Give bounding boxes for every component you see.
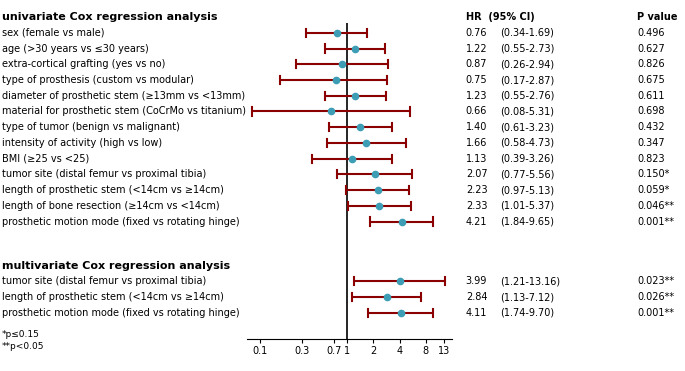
- Text: (0.55-2.73): (0.55-2.73): [500, 43, 554, 53]
- Text: 0.87: 0.87: [466, 59, 487, 69]
- Text: tumor site (distal femur vs proximal tibia): tumor site (distal femur vs proximal tib…: [2, 276, 206, 286]
- Text: 1.13: 1.13: [466, 154, 487, 164]
- Text: 0.023**: 0.023**: [637, 276, 674, 286]
- Text: (0.61-3.23): (0.61-3.23): [500, 122, 554, 132]
- Text: *p≤0.15: *p≤0.15: [2, 330, 40, 339]
- Text: (1.74-9.70): (1.74-9.70): [500, 308, 554, 318]
- Text: 0.059*: 0.059*: [637, 185, 669, 195]
- Text: 4.11: 4.11: [466, 308, 487, 318]
- Text: BMI (≥25 vs <25): BMI (≥25 vs <25): [2, 154, 89, 164]
- Text: length of prosthetic stem (<14cm vs ≥14cm): length of prosthetic stem (<14cm vs ≥14c…: [2, 292, 224, 302]
- Text: prosthetic motion mode (fixed vs rotating hinge): prosthetic motion mode (fixed vs rotatin…: [2, 217, 240, 227]
- Text: multivariate Cox regression analysis: multivariate Cox regression analysis: [2, 260, 230, 270]
- Text: age (>30 years vs ≤30 years): age (>30 years vs ≤30 years): [2, 43, 149, 53]
- Text: (0.34-1.69): (0.34-1.69): [500, 28, 554, 38]
- Text: (0.39-3.26): (0.39-3.26): [500, 154, 554, 164]
- Text: univariate Cox regression analysis: univariate Cox regression analysis: [2, 12, 218, 22]
- Text: (1.01-5.37): (1.01-5.37): [500, 201, 554, 211]
- Text: length of prosthetic stem (<14cm vs ≥14cm): length of prosthetic stem (<14cm vs ≥14c…: [2, 185, 224, 195]
- Text: 0.026**: 0.026**: [637, 292, 674, 302]
- Text: 0.826: 0.826: [637, 59, 664, 69]
- Text: 0.698: 0.698: [637, 106, 664, 116]
- Text: P value: P value: [637, 12, 677, 22]
- Text: 2.33: 2.33: [466, 201, 487, 211]
- Text: (1.84-9.65): (1.84-9.65): [500, 217, 554, 227]
- Text: 2.84: 2.84: [466, 292, 487, 302]
- Text: 0.150*: 0.150*: [637, 170, 669, 179]
- Text: intensity of activity (high vs low): intensity of activity (high vs low): [2, 138, 162, 148]
- Text: 0.347: 0.347: [637, 138, 664, 148]
- Text: (0.55-2.76): (0.55-2.76): [500, 91, 554, 101]
- Text: (0.97-5.13): (0.97-5.13): [500, 185, 554, 195]
- Text: material for prosthetic stem (CoCrMo vs titanium): material for prosthetic stem (CoCrMo vs …: [2, 106, 246, 116]
- Text: 0.627: 0.627: [637, 43, 665, 53]
- Text: 2.07: 2.07: [466, 170, 488, 179]
- Text: 1.66: 1.66: [466, 138, 487, 148]
- Text: type of tumor (benign vs malignant): type of tumor (benign vs malignant): [2, 122, 180, 132]
- Text: 0.001**: 0.001**: [637, 308, 674, 318]
- Text: tumor site (distal femur vs proximal tibia): tumor site (distal femur vs proximal tib…: [2, 170, 206, 179]
- Text: 3.99: 3.99: [466, 276, 487, 286]
- Text: diameter of prosthetic stem (≥13mm vs <13mm): diameter of prosthetic stem (≥13mm vs <1…: [2, 91, 245, 101]
- Text: 0.75: 0.75: [466, 75, 488, 85]
- Text: prosthetic motion mode (fixed vs rotating hinge): prosthetic motion mode (fixed vs rotatin…: [2, 308, 240, 318]
- Text: 0.675: 0.675: [637, 75, 665, 85]
- Text: 0.496: 0.496: [637, 28, 664, 38]
- Text: extra-cortical grafting (yes vs no): extra-cortical grafting (yes vs no): [2, 59, 166, 69]
- Text: 0.046**: 0.046**: [637, 201, 674, 211]
- Text: (0.08-5.31): (0.08-5.31): [500, 106, 554, 116]
- Text: (0.26-2.94): (0.26-2.94): [500, 59, 554, 69]
- Text: 4.21: 4.21: [466, 217, 487, 227]
- Text: 1.22: 1.22: [466, 43, 488, 53]
- Text: **p<0.05: **p<0.05: [2, 342, 45, 351]
- Text: 0.432: 0.432: [637, 122, 664, 132]
- Text: 1.40: 1.40: [466, 122, 487, 132]
- Text: 0.76: 0.76: [466, 28, 487, 38]
- Text: HR  (95% CI): HR (95% CI): [466, 12, 534, 22]
- Text: (0.77-5.56): (0.77-5.56): [500, 170, 554, 179]
- Text: 0.66: 0.66: [466, 106, 487, 116]
- Text: 2.23: 2.23: [466, 185, 488, 195]
- Text: (0.58-4.73): (0.58-4.73): [500, 138, 554, 148]
- Text: (1.21-13.16): (1.21-13.16): [500, 276, 560, 286]
- Text: length of bone resection (≥14cm vs <14cm): length of bone resection (≥14cm vs <14cm…: [2, 201, 220, 211]
- Text: 0.823: 0.823: [637, 154, 664, 164]
- Text: (1.13-7.12): (1.13-7.12): [500, 292, 554, 302]
- Text: (0.17-2.87): (0.17-2.87): [500, 75, 554, 85]
- Text: type of prosthesis (custom vs modular): type of prosthesis (custom vs modular): [2, 75, 194, 85]
- Text: sex (female vs male): sex (female vs male): [2, 28, 105, 38]
- Text: 0.001**: 0.001**: [637, 217, 674, 227]
- Text: 0.611: 0.611: [637, 91, 664, 101]
- Text: 1.23: 1.23: [466, 91, 487, 101]
